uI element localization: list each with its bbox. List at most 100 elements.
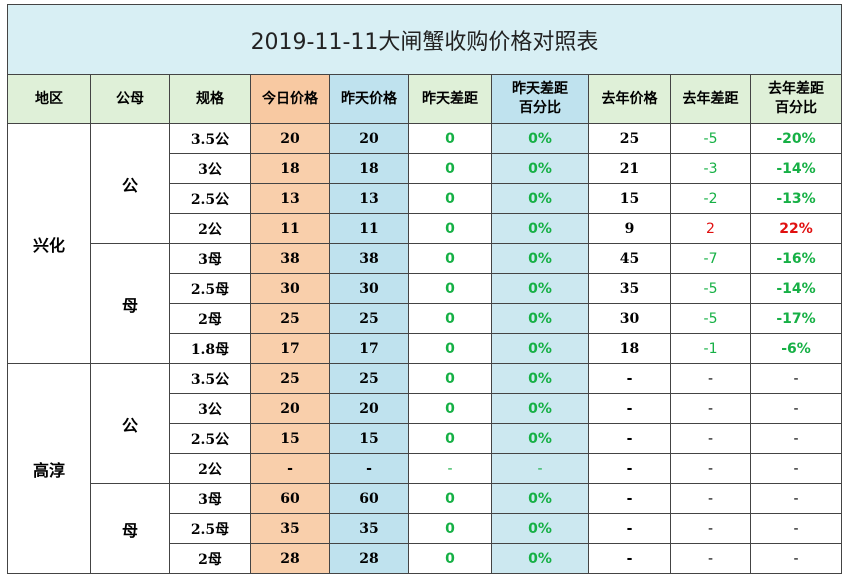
header-last-year-price: 去年价格: [588, 74, 671, 124]
yesterday-diff-cell: 0: [408, 363, 492, 394]
today-price-cell: 18: [250, 153, 330, 184]
yesterday-price-cell: 20: [329, 123, 409, 154]
last-year-price-cell: 45: [588, 243, 671, 274]
table-row: 兴化公 3.5公 20 20 0 0% 25 -5 -20%: [7, 123, 842, 364]
last-year-price-cell: -: [588, 453, 671, 484]
sex-cell: 母: [90, 483, 170, 574]
last-year-pct-cell: -14%: [750, 273, 842, 304]
yesterday-pct-cell: 0%: [491, 303, 589, 334]
yesterday-pct-cell: 0%: [491, 213, 589, 244]
yesterday-pct-cell: 0%: [491, 153, 589, 184]
today-price-cell: 60: [250, 483, 330, 514]
last-year-pct-cell: -13%: [750, 183, 842, 214]
last-year-pct-cell: -14%: [750, 153, 842, 184]
yesterday-diff-cell: 0: [408, 243, 492, 274]
header-today-price: 今日价格: [250, 74, 330, 124]
sex-cell: 公: [90, 123, 170, 244]
spec-cell: 2公: [169, 453, 251, 484]
last-year-price-cell: -: [588, 393, 671, 424]
last-year-pct-cell: -17%: [750, 303, 842, 334]
yesterday-price-cell: 35: [329, 513, 409, 544]
today-price-cell: 20: [250, 393, 330, 424]
yesterday-price-cell: 18: [329, 153, 409, 184]
yesterday-diff-cell: 0: [408, 303, 492, 334]
last-year-price-cell: -: [588, 543, 671, 574]
today-price-cell: 38: [250, 243, 330, 274]
today-price-cell: 15: [250, 423, 330, 454]
price-table: 地区 公母 规格 今日价格 昨天价格 昨天差距 昨天差距 百分比 去年价格 去年…: [7, 74, 842, 574]
last-year-price-cell: 35: [588, 273, 671, 304]
last-year-price-cell: 18: [588, 333, 671, 364]
today-price-cell: 17: [250, 333, 330, 364]
last-year-diff-cell: -7: [670, 243, 751, 274]
table-row: 2母 28 28 0 0% - - -: [8, 543, 842, 574]
table-row: 2母 25 25 0 0% 30 -5 -17%: [8, 303, 842, 334]
header-yesterday-pct: 昨天差距 百分比: [491, 74, 589, 124]
yesterday-diff-cell: 0: [408, 513, 492, 544]
header-yesterday-price: 昨天价格: [329, 74, 409, 124]
last-year-pct-cell: 22%: [750, 213, 842, 244]
table-row: 2公 - - - - - - -: [8, 453, 842, 484]
today-price-cell: 35: [250, 513, 330, 544]
last-year-pct-cell: -: [750, 393, 842, 424]
yesterday-price-cell: 25: [329, 303, 409, 334]
spec-cell: 3母: [169, 483, 251, 514]
yesterday-price-cell: -: [329, 453, 409, 484]
today-price-cell: 25: [250, 303, 330, 334]
spec-cell: 3.5公: [169, 363, 251, 394]
last-year-price-cell: -: [588, 483, 671, 514]
yesterday-pct-cell: 0%: [491, 393, 589, 424]
last-year-pct-cell: -: [750, 483, 842, 514]
yesterday-price-cell: 15: [329, 423, 409, 454]
last-year-diff-cell: -: [670, 393, 751, 424]
last-year-pct-cell: -: [750, 543, 842, 574]
yesterday-pct-cell: 0%: [491, 243, 589, 274]
spec-cell: 1.8母: [169, 333, 251, 364]
last-year-diff-cell: -5: [670, 123, 751, 154]
page-title: 2019-11-11大闸蟹收购价格对照表: [7, 4, 842, 75]
region-cell: 兴化: [7, 123, 91, 364]
table-row: 母 3母 60 60 0 0% - - -: [8, 483, 842, 574]
yesterday-pct-cell: 0%: [491, 123, 589, 154]
table-row: 母 3母 38 38 0 0% 45 -7 -16%: [8, 243, 842, 364]
yesterday-price-cell: 20: [329, 393, 409, 424]
header-yesterday-diff: 昨天差距: [408, 74, 492, 124]
last-year-pct-cell: -16%: [750, 243, 842, 274]
today-price-cell: 25: [250, 363, 330, 394]
last-year-pct-cell: -6%: [750, 333, 842, 364]
table-header-row: 地区 公母 规格 今日价格 昨天价格 昨天差距 昨天差距 百分比 去年价格 去年…: [7, 74, 842, 124]
spec-cell: 3公: [169, 393, 251, 424]
last-year-price-cell: -: [588, 513, 671, 544]
region-cell: 高淳: [7, 363, 91, 574]
yesterday-price-cell: 13: [329, 183, 409, 214]
last-year-diff-cell: -: [670, 423, 751, 454]
last-year-pct-cell: -: [750, 453, 842, 484]
table-row: 1.8母 17 17 0 0% 18 -1 -6%: [8, 333, 842, 364]
yesterday-pct-cell: 0%: [491, 333, 589, 364]
last-year-price-cell: 15: [588, 183, 671, 214]
yesterday-price-cell: 11: [329, 213, 409, 244]
yesterday-diff-cell: 0: [408, 273, 492, 304]
yesterday-diff-cell: 0: [408, 393, 492, 424]
yesterday-price-cell: 30: [329, 273, 409, 304]
yesterday-diff-cell: 0: [408, 183, 492, 214]
sex-cell: 公: [90, 363, 170, 484]
yesterday-pct-cell: 0%: [491, 183, 589, 214]
yesterday-pct-cell: 0%: [491, 513, 589, 544]
header-last-year-pct: 去年差距 百分比: [750, 74, 842, 124]
yesterday-price-cell: 38: [329, 243, 409, 274]
yesterday-pct-cell: 0%: [491, 273, 589, 304]
spec-cell: 2.5公: [169, 183, 251, 214]
spec-cell: 2母: [169, 303, 251, 334]
table-row: 高淳公 3.5公 25 25 0 0% - - -: [7, 363, 842, 574]
header-region: 地区: [7, 74, 91, 124]
spec-cell: 3母: [169, 243, 251, 274]
header-last-year-diff: 去年差距: [670, 74, 751, 124]
table-row: 3公 18 18 0 0% 21 -3 -14%: [8, 153, 842, 184]
yesterday-pct-cell: 0%: [491, 423, 589, 454]
spec-cell: 3公: [169, 153, 251, 184]
last-year-diff-cell: -5: [670, 273, 751, 304]
spec-cell: 3.5公: [169, 123, 251, 154]
spec-cell: 2.5公: [169, 423, 251, 454]
yesterday-pct-cell: 0%: [491, 543, 589, 574]
